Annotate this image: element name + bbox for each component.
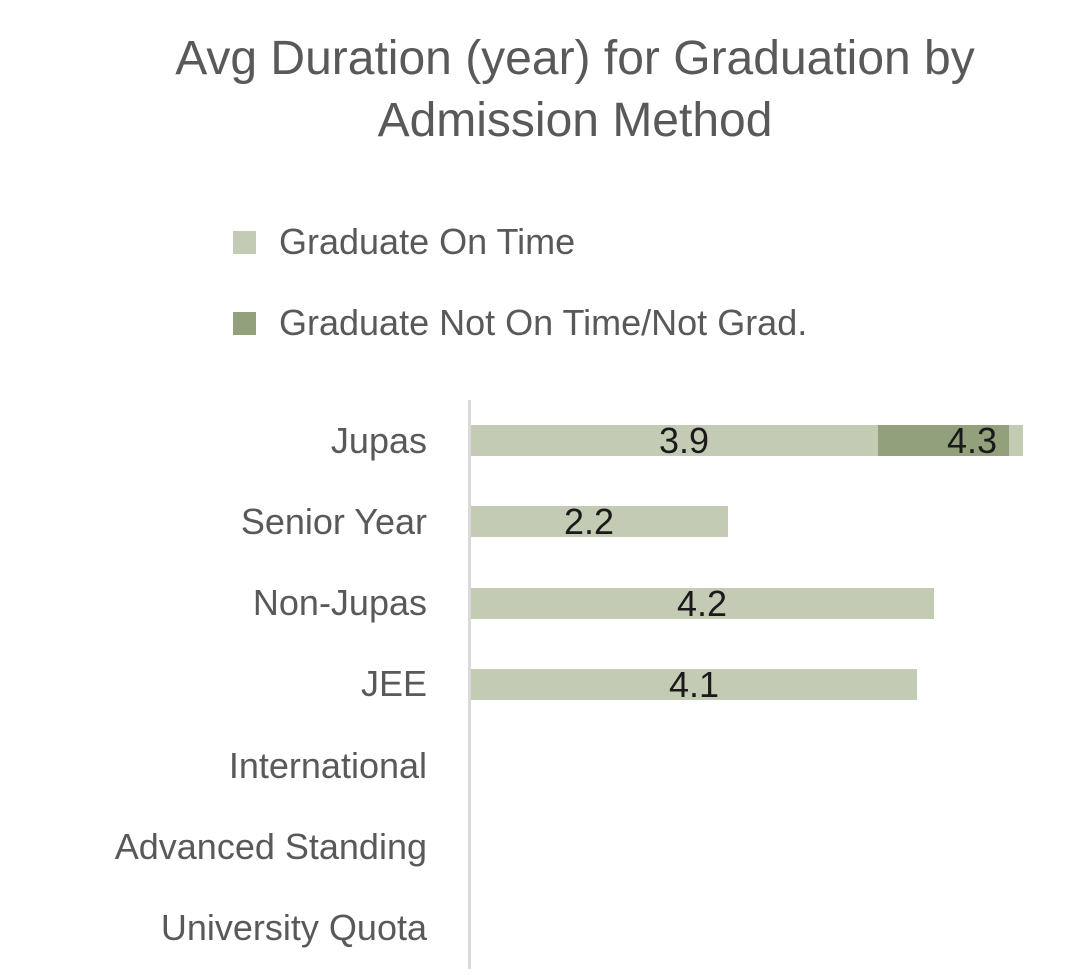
legend-label-not-on-time: Graduate Not On Time/Not Grad. (279, 302, 808, 343)
legend-item-graduate-not-on-time: Graduate Not On Time/Not Grad. (233, 302, 808, 343)
plot-area: Jupas 3.9 4.3 Senior Year 2.2 Non-Jupas 4.2 JEE… (0, 400, 1080, 975)
value-label: 3.9 (658, 420, 710, 461)
bar-segment-graduate-on-time (471, 587, 934, 619)
value-label: 4.2 (676, 582, 728, 624)
category-axis-line (468, 400, 471, 969)
bar-segment-graduate-on-time (1009, 425, 1023, 456)
legend-item-graduate-on-time: Graduate On Time (233, 221, 807, 262)
bar-segment-graduate-on-time (471, 506, 728, 538)
bar-row-advanced-standing: Advanced Standing (0, 807, 1080, 888)
bar-row-university-quota: University Quota (0, 888, 1080, 969)
category-label-senior-year: Senior Year (240, 500, 427, 542)
category-label-non-jupas: Non-Jupas (252, 582, 427, 624)
bar-row-jee: JEE 4.1 (0, 644, 1080, 725)
legend-label-on-time: Graduate On Time (279, 221, 576, 262)
chart-title: Avg Duration (year) for Graduation by Ad… (175, 32, 975, 148)
bar-segment-graduate-on-time (471, 668, 917, 700)
value-label: 4.1 (668, 663, 720, 705)
bar-segment-graduate-not-on-time-not-grad- (878, 425, 1009, 456)
category-label-jee: JEE (360, 663, 427, 705)
category-label-jupas: Jupas (330, 419, 427, 461)
value-label: 2.2 (563, 501, 615, 543)
bar-row-jupas: Jupas 3.9 4.3 (0, 400, 1080, 481)
category-label-advanced-standing: Advanced Standing (114, 826, 427, 867)
legend: Graduate On Time Graduate Not On Time/No… (233, 221, 808, 384)
bar-row-international: International (0, 725, 1080, 806)
bar-row-non-jupas: Non-Jupas 4.2 (0, 563, 1080, 644)
legend-swatch-not-on-time (233, 311, 256, 335)
bar-row-senior-year: Senior Year 2.2 (0, 481, 1080, 562)
legend-swatch-on-time (233, 230, 256, 254)
category-label-international: International (228, 744, 427, 786)
category-label-university-quota: University Quota (160, 907, 427, 949)
value-label: 4.3 (946, 420, 998, 461)
bar-segment-graduate-on-time (471, 425, 878, 456)
